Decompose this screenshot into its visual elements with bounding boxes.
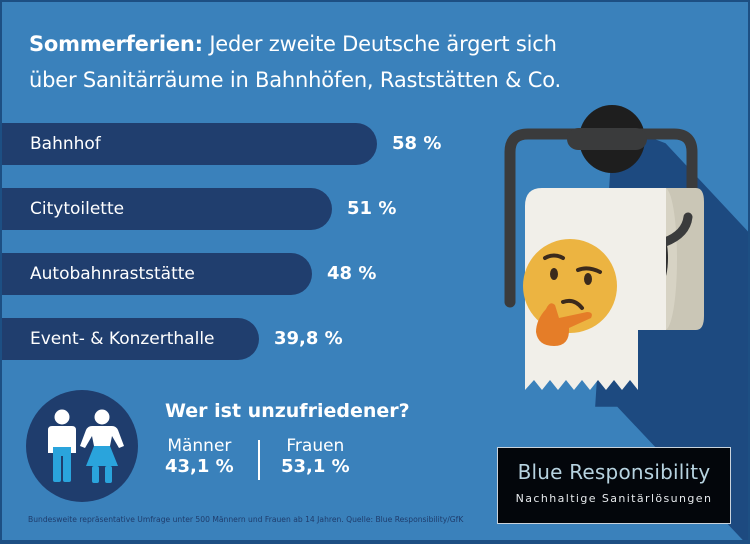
gender-value: 53,1 % xyxy=(281,456,350,477)
bar-label: Citytoilette xyxy=(30,199,125,219)
bar: Citytoilette xyxy=(2,188,332,230)
bar: Bahnhof xyxy=(2,123,377,165)
brand-tagline: Nachhaltige Sanitärlösungen xyxy=(515,492,713,505)
gender-item-women: Frauen 53,1 % xyxy=(281,436,350,478)
thinking-face-icon xyxy=(523,239,617,346)
bar-value-label: 51 % xyxy=(347,198,397,219)
gender-question: Wer ist unzufriedener? xyxy=(165,400,410,422)
bar: Event- & Konzerthalle xyxy=(2,318,259,360)
bar-label: Event- & Konzerthalle xyxy=(30,329,215,349)
source-footnote: Bundesweite repräsentative Umfrage unter… xyxy=(28,515,464,524)
bar-value-label: 58 % xyxy=(392,133,442,154)
restroom-icon xyxy=(26,390,138,502)
gender-item-men: Männer 43,1 % xyxy=(165,436,234,478)
gender-value: 43,1 % xyxy=(165,456,234,477)
bar-value-label: 39,8 % xyxy=(274,328,343,349)
bar: Autobahnraststätte xyxy=(2,253,312,295)
woman-icon xyxy=(80,409,124,483)
title-line1: Jeder zweite Deutsche ärgert sich xyxy=(202,32,557,56)
title-bold: Sommerferien: xyxy=(29,32,203,56)
brand-logo: Blue Responsibility Nachhaltige Sanitärl… xyxy=(497,447,731,524)
bar-label: Bahnhof xyxy=(30,134,101,154)
man-icon xyxy=(48,409,76,482)
bar-label: Autobahnraststätte xyxy=(30,264,195,284)
title-line2: über Sanitärräume in Bahnhöfen, Raststät… xyxy=(29,68,561,92)
gender-divider xyxy=(258,440,260,480)
page-title: Sommerferien: Jeder zweite Deutsche ärge… xyxy=(29,26,561,98)
gender-label: Frauen xyxy=(286,436,345,456)
holder-icon xyxy=(504,105,698,308)
gender-label: Männer xyxy=(167,436,232,456)
brand-name: Blue Responsibility xyxy=(517,460,711,484)
bar-value-label: 48 % xyxy=(327,263,377,284)
